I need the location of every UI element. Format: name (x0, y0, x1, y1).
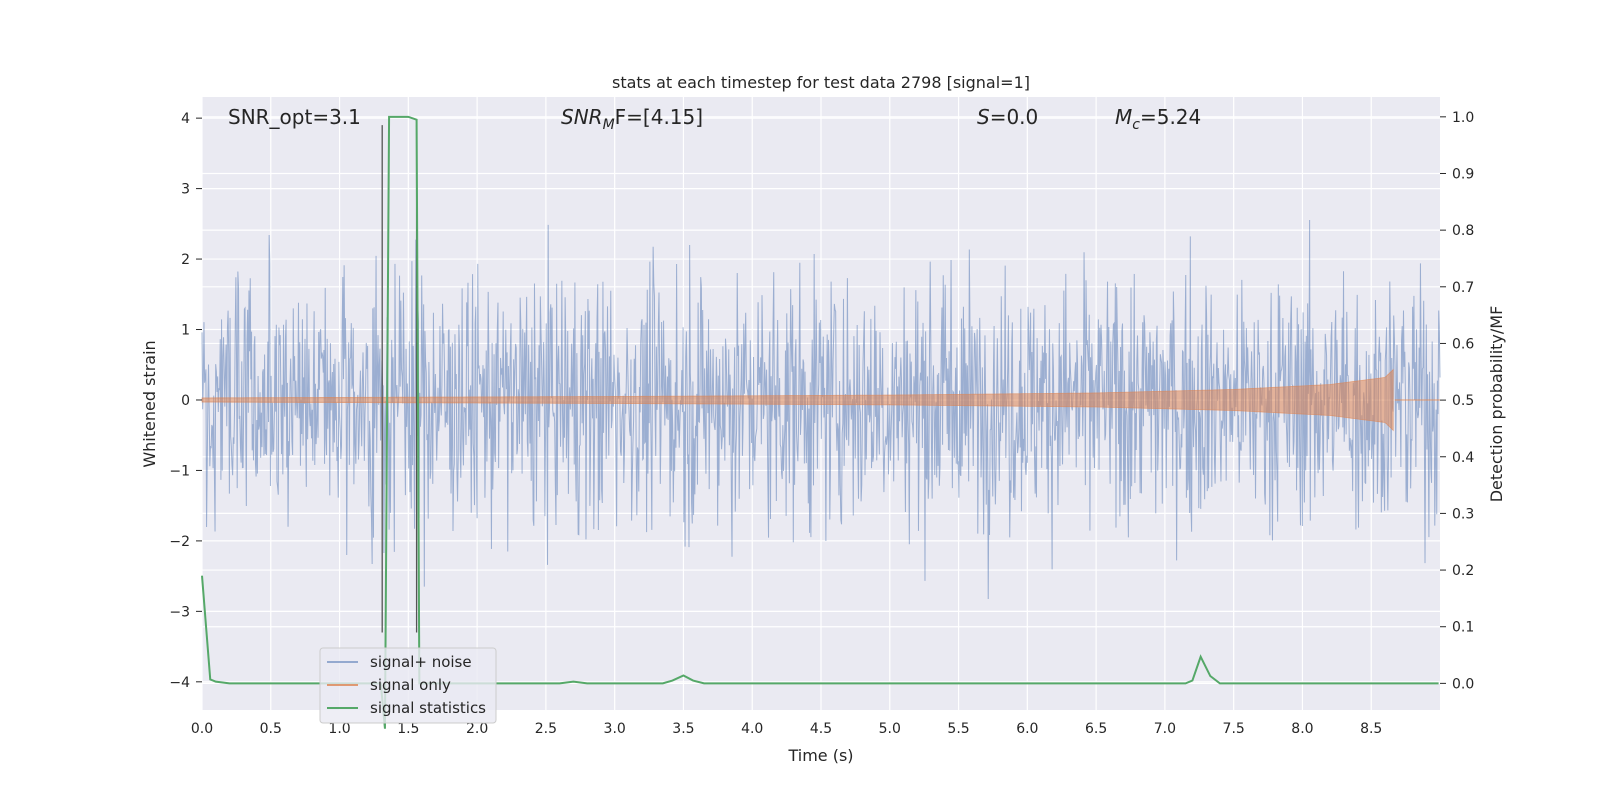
x-tick-label: 2.5 (535, 721, 557, 737)
x-tick-label: 8.0 (1291, 721, 1313, 737)
y2-tick-label: 0.2 (1452, 563, 1474, 579)
x-tick-label: 5.5 (947, 721, 969, 737)
y-tick-label: 3 (181, 182, 190, 198)
series-signal-noise (201, 219, 1441, 599)
x-tick-label: 6.0 (1016, 721, 1038, 737)
x-tick-label: 5.0 (879, 721, 901, 737)
legend-label-signal-noise: signal+ noise (370, 653, 472, 671)
series-signal-only (201, 368, 1440, 432)
y-tick-label: 1 (181, 323, 190, 339)
y-tick-label: 4 (181, 111, 190, 127)
annotation-3: Mc=5.24 (1115, 105, 1201, 133)
y-tick-label: −2 (169, 534, 190, 550)
y2-axis-label: Detection probability/MF (1487, 306, 1506, 503)
x-tick-label: 4.0 (741, 721, 763, 737)
legend-label-signal-statistics: signal statistics (370, 699, 486, 717)
y-tick-label: −4 (169, 675, 190, 691)
axis-ticks: 0.0 0.5 1.0 1.5 2.0 2.5 3.0 3.5 4.0 4.5 5.0 5.5 6.0 6… (169, 110, 1474, 737)
x-tick-label: 4.5 (810, 721, 832, 737)
y2-tick-label: 0.5 (1452, 393, 1474, 409)
legend-box (319, 647, 497, 724)
x-tick-label: 8.5 (1360, 721, 1382, 737)
x-tick-label: 3.5 (672, 721, 694, 737)
x-tick-label: 0.0 (191, 721, 213, 737)
series-signal-only-band (201, 368, 1394, 432)
y2-tick-label: 0.7 (1452, 280, 1474, 296)
annotations: SNR_opt=3.1 SNRMF=[4.15] S=0.0 Mc=5.24 (228, 105, 1201, 133)
y-tick-label: 2 (181, 252, 190, 268)
y-tick-label: −1 (169, 463, 190, 479)
y2-tick-label: 0.1 (1452, 620, 1474, 636)
x-tick-label: 2.0 (466, 721, 488, 737)
annotation-2: S=0.0 (977, 105, 1038, 129)
annotation-0: SNR_opt=3.1 (228, 105, 361, 129)
legend-label-signal-only: signal only (370, 676, 451, 694)
x-tick-label: 1.0 (328, 721, 350, 737)
x-tick-label: 7.5 (1223, 721, 1245, 737)
annotation-1: SNRMF=[4.15] (561, 105, 703, 133)
chart-title: stats at each timestep for test data 279… (612, 73, 1030, 92)
x-tick-label: 7.0 (1154, 721, 1176, 737)
y2-tick-label: 0.9 (1452, 166, 1474, 182)
y-tick-label: 0 (181, 393, 190, 409)
y2-tick-label: 0.3 (1452, 506, 1474, 522)
y2-tick-label: 0.4 (1452, 450, 1474, 466)
y-axis-label: Whitened strain (140, 340, 159, 467)
x-axis-label: Time (s) (787, 746, 853, 765)
x-tick-label: 1.5 (397, 721, 419, 737)
y2-tick-label: 1.0 (1452, 110, 1474, 126)
series-signal-noise-line (201, 219, 1441, 599)
x-tick-label: 6.5 (1085, 721, 1107, 737)
x-tick-label: 3.0 (604, 721, 626, 737)
y2-tick-label: 0.0 (1452, 676, 1474, 692)
y2-tick-label: 0.6 (1452, 336, 1474, 352)
legend: signal+ noise signal only signal statist… (319, 647, 497, 724)
x-tick-label: 0.5 (260, 721, 282, 737)
y-tick-label: −3 (169, 604, 190, 620)
y2-tick-label: 0.8 (1452, 223, 1474, 239)
